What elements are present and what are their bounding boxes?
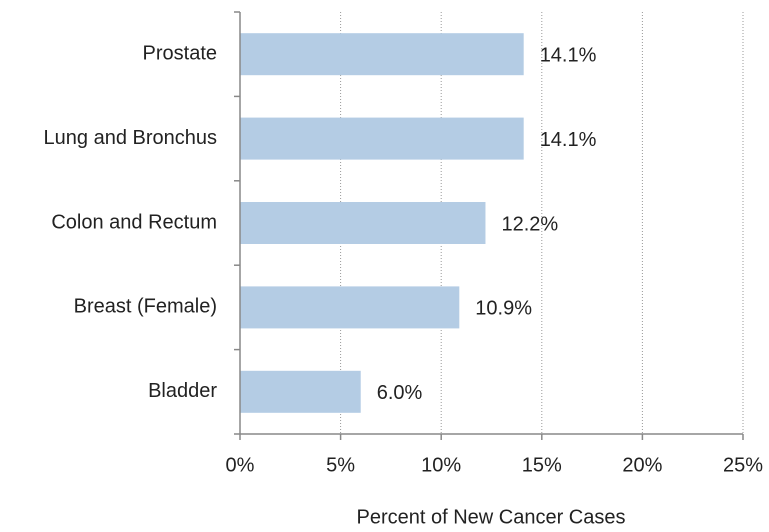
value-label: 6.0% [377, 382, 423, 404]
y-tick-label: Breast (Female) [74, 296, 217, 318]
x-tick-label: 0% [226, 454, 255, 476]
value-label: 10.9% [475, 298, 532, 320]
x-tick-label: 5% [326, 454, 355, 476]
y-tick-label: Colon and Rectum [51, 211, 217, 233]
x-tick-label: 25% [723, 454, 763, 476]
x-axis-label: Percent of New Cancer Cases [356, 506, 625, 527]
value-label: 12.2% [501, 213, 558, 235]
y-tick-label: Bladder [148, 380, 217, 402]
x-tick-label: 10% [421, 454, 461, 476]
x-tick-label: 20% [622, 454, 662, 476]
bar [240, 202, 486, 244]
bar [240, 286, 460, 329]
bar [240, 117, 524, 160]
value-label: 14.1% [540, 129, 597, 151]
bar [240, 370, 361, 413]
bar [240, 33, 524, 76]
y-tick-label: Lung and Bronchus [44, 127, 217, 149]
x-tick-label: 15% [522, 454, 562, 476]
value-label: 14.1% [540, 44, 597, 66]
y-tick-label: Prostate [143, 42, 217, 64]
